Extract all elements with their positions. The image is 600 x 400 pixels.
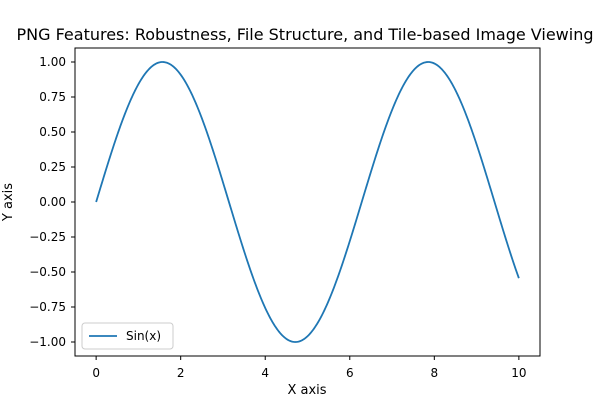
- x-tick-label: 2: [177, 366, 185, 380]
- plot-frame: [74, 47, 541, 357]
- x-axis-label: X axis: [287, 383, 326, 398]
- x-axis-ticks: 0 2 4 6 8 10: [92, 356, 527, 380]
- x-tick-label: 8: [430, 366, 438, 380]
- y-tick-label: 0.50: [39, 125, 66, 139]
- x-tick-label: 10: [511, 366, 526, 380]
- y-axis-ticks: −1.00 −0.75 −0.50 −0.25 0.00 0.25 0.50 0.75 1.00: [29, 55, 75, 349]
- y-tick-label: −0.75: [29, 300, 66, 314]
- y-tick-label: 0.75: [39, 90, 66, 104]
- y-tick-label: −0.25: [29, 230, 66, 244]
- x-tick-label: 6: [346, 366, 354, 380]
- series-line-sin-x: [95, 61, 520, 343]
- x-tick-label: 0: [92, 366, 100, 380]
- x-tick-label: 4: [261, 366, 269, 380]
- y-tick-label: −1.00: [29, 335, 66, 349]
- plot-area: 0 2 4 6 8 10 −1.00 −0.75 −0.50 −0.25 0.00 0.25 0.50…: [29, 47, 541, 380]
- legend-box: [81, 322, 174, 350]
- chart-title: PNG Features: Robustness, File Structure…: [16, 25, 593, 44]
- legend-label-sin-x: Sin(x): [126, 329, 161, 343]
- y-tick-label: −0.50: [29, 265, 66, 279]
- legend: Sin(x): [81, 322, 174, 350]
- y-axis-label: Y axis: [1, 183, 16, 222]
- y-tick-label: 0.25: [39, 160, 66, 174]
- y-tick-label: 1.00: [39, 55, 66, 69]
- y-tick-label: 0.00: [39, 195, 66, 209]
